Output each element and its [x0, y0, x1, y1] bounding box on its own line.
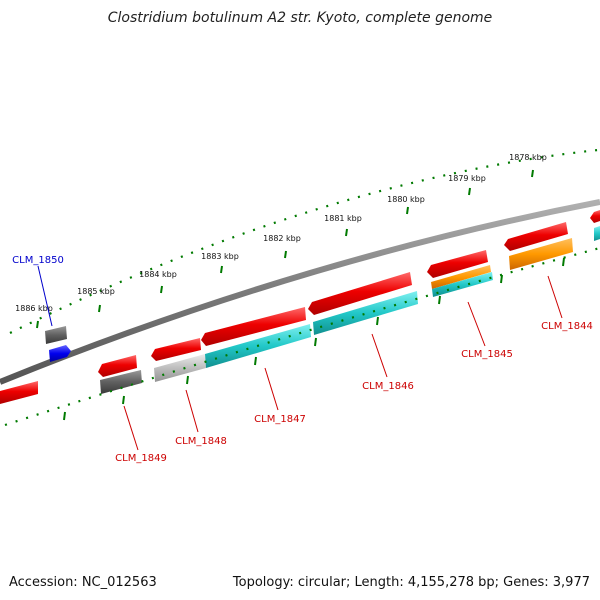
leader-clm-1847 — [264, 367, 279, 411]
gene-clm-1850-blue[interactable] — [49, 345, 71, 362]
gene-arrow-clm-1846[interactable] — [308, 272, 412, 315]
leader-lines — [37, 265, 563, 451]
leader-clm-1845 — [467, 301, 486, 347]
gene-label-clm-1849[interactable]: CLM_1849 — [115, 453, 167, 464]
inner-tick-4 — [376, 316, 379, 326]
leader-clm-1848 — [185, 389, 199, 433]
map-title: Clostridium botulinum A2 str. Kyoto, com… — [108, 10, 493, 26]
inner-tick-5 — [314, 337, 317, 347]
gene-arrow-right-edge[interactable] — [590, 210, 600, 223]
gene-arrow-left-edge[interactable] — [0, 381, 38, 404]
gene-arrow-clm-1844[interactable] — [504, 222, 568, 251]
outer-scale-ring — [9, 148, 599, 334]
scale-label-1886: 1886 kbp — [15, 304, 53, 313]
scale-label-1881: 1881 kbp — [324, 214, 362, 223]
leader-clm-1850 — [37, 265, 53, 327]
cds-clm-1844[interactable] — [509, 238, 573, 270]
gene-label-clm-1846[interactable]: CLM_1846 — [362, 381, 414, 392]
scale-tick-1884 — [160, 285, 163, 294]
cds-clm-1845-orange[interactable] — [431, 265, 491, 289]
scale-label-1883: 1883 kbp — [201, 252, 239, 261]
inner-tick-3 — [438, 295, 441, 305]
cds-right-edge-cyan[interactable] — [594, 226, 600, 241]
scale-label-1882: 1882 kbp — [263, 234, 301, 243]
inner-tick-1 — [562, 257, 565, 267]
scale-tick-1881 — [345, 228, 348, 237]
inner-tick-6 — [254, 356, 257, 366]
scale-tick-1879 — [468, 187, 471, 196]
gene-labels: CLM_1844 CLM_1845 CLM_1846 CLM_1847 CLM_… — [12, 255, 593, 464]
inner-tick-2 — [500, 274, 503, 284]
cds-clm-1848[interactable] — [154, 354, 206, 382]
genome-backbone — [0, 199, 600, 385]
leader-clm-1849 — [123, 405, 139, 451]
gene-label-clm-1850[interactable]: CLM_1850 — [12, 255, 64, 266]
gene-label-clm-1847[interactable]: CLM_1847 — [254, 414, 306, 425]
cds-clm-1846[interactable] — [313, 291, 418, 335]
inner-scale-ring — [4, 246, 600, 427]
inner-tick-9 — [63, 411, 66, 421]
gene-arrow-clm-1848[interactable] — [151, 338, 201, 361]
cds-clm-1849[interactable] — [100, 370, 142, 394]
gene-arrow-clm-1849[interactable] — [98, 355, 137, 377]
leader-clm-1846 — [371, 333, 388, 378]
gene-label-clm-1848[interactable]: CLM_1848 — [175, 436, 227, 447]
scale-tick-1885 — [98, 304, 101, 313]
scale-label-1884: 1884 kbp — [139, 270, 177, 279]
scale-tick-1880 — [406, 206, 409, 215]
gene-arrow-clm-1845[interactable] — [427, 250, 488, 278]
scale-label-1879: 1879 kbp — [448, 174, 486, 183]
gene-arrow-clm-1847[interactable] — [201, 307, 306, 346]
scale-tick-1883 — [220, 265, 223, 274]
scale-label-1880: 1880 kbp — [387, 195, 425, 204]
scale-tick-1878 — [531, 169, 534, 178]
inner-tick-7 — [186, 375, 189, 385]
forward-strand-genes — [0, 210, 600, 404]
scale-label-1878: 1878 kbp — [509, 153, 547, 162]
cds-features — [100, 226, 600, 394]
inner-tick-8 — [122, 395, 125, 405]
gene-label-clm-1845[interactable]: CLM_1845 — [461, 349, 513, 360]
genome-summary-text: Topology: circular; Length: 4,155,278 bp… — [232, 575, 590, 590]
scale-tick-1886 — [36, 320, 39, 329]
outer-scale-dots — [9, 148, 599, 334]
accession-text: Accession: NC_012563 — [9, 575, 157, 590]
scale-label-1885: 1885 kbp — [77, 287, 115, 296]
gene-clm-1850-gray[interactable] — [45, 326, 67, 344]
reverse-strand-genes — [45, 326, 71, 362]
scale-labels: 1878 kbp 1879 kbp 1880 kbp 1881 kbp 1882… — [15, 153, 547, 313]
scale-tick-1882 — [284, 250, 287, 259]
leader-clm-1844 — [547, 275, 563, 319]
gene-label-clm-1844[interactable]: CLM_1844 — [541, 321, 593, 332]
